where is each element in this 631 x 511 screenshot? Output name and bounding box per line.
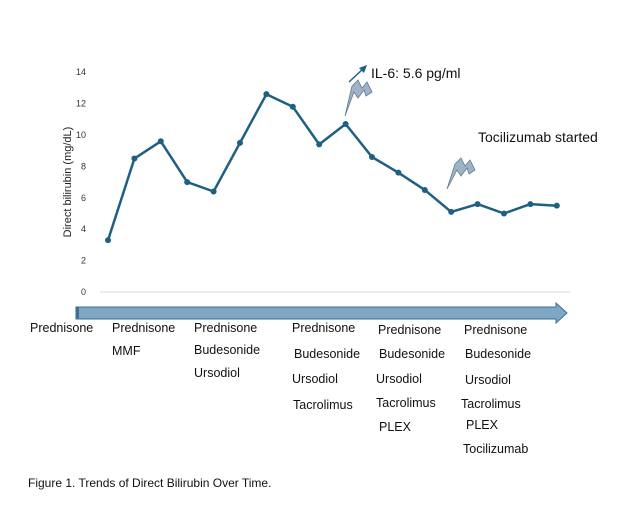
y-tick-label: 4 <box>81 224 86 234</box>
data-point <box>553 202 560 209</box>
y-tick-label: 14 <box>76 67 86 77</box>
lightning-bolt-icon <box>344 79 373 117</box>
data-point <box>184 179 191 186</box>
medication-label: PLEX <box>466 418 498 432</box>
y-tick-label: 12 <box>76 99 86 109</box>
medication-label: Budesonide <box>379 347 446 361</box>
annotation-il6: IL-6: 5.6 pg/ml <box>344 65 461 117</box>
medication-label: Budesonide <box>294 347 361 361</box>
y-tick-label: 10 <box>76 130 86 140</box>
medication-label: Ursodiol <box>376 372 422 386</box>
data-point <box>131 155 138 162</box>
medication-label: Tacrolimus <box>376 396 436 410</box>
medication-label: Ursodiol <box>292 372 338 386</box>
y-axis-label: Direct bilirubin (mg/dL) <box>62 127 74 238</box>
data-point <box>157 138 164 145</box>
data-point <box>421 186 428 193</box>
medication-label: PLEX <box>379 420 411 434</box>
tocilizumab-annotation-text: Tocilizumab started <box>478 129 598 145</box>
medication-label: Budesonide <box>465 347 532 361</box>
data-point <box>395 169 402 176</box>
medication-label: Ursodiol <box>465 373 511 387</box>
y-tick-label: 0 <box>81 287 86 297</box>
medication-label: Prednisone <box>378 323 442 337</box>
data-point <box>527 201 534 208</box>
medication-label: Prednisone <box>464 323 528 337</box>
data-point <box>237 139 243 146</box>
data-point <box>448 208 455 215</box>
y-tick-label: 6 <box>81 193 86 203</box>
data-point <box>501 210 507 217</box>
medication-label: Prednisone <box>30 321 94 335</box>
timeline-arrow <box>75 301 568 325</box>
medication-label: Prednisone <box>292 321 356 335</box>
data-point <box>210 188 217 195</box>
data-point <box>263 91 270 98</box>
series-line <box>106 92 557 241</box>
data-point <box>342 121 349 128</box>
medication-label: MMF <box>112 344 141 358</box>
data-point <box>289 103 296 110</box>
medication-label: Prednisone <box>194 321 258 335</box>
timeline-start-cap <box>76 307 79 319</box>
figure-caption: Figure 1. Trends of Direct Bilirubin Ove… <box>28 476 272 490</box>
medication-label: Tacrolimus <box>461 397 521 411</box>
il6-annotation-text: IL-6: 5.6 pg/ml <box>371 65 461 81</box>
lightning-bolt-icon <box>446 157 476 190</box>
y-tick-label: 2 <box>81 256 86 266</box>
data-point <box>369 153 375 160</box>
medication-label: Tocilizumab <box>463 442 529 456</box>
bilirubin-series <box>105 91 560 244</box>
arrowhead-icon <box>359 65 367 73</box>
data-point <box>474 201 481 208</box>
data-point <box>316 141 323 148</box>
medication-label: Ursodiol <box>194 366 240 380</box>
medication-label: Prednisone <box>112 321 176 335</box>
data-point <box>105 237 111 244</box>
medication-label: Tacrolimus <box>293 398 353 412</box>
annotation-tocilizumab: Tocilizumab started <box>446 129 598 190</box>
medication-label: Budesonide <box>194 343 261 357</box>
y-axis-ticks: 0 2 4 6 8 10 12 14 <box>76 67 86 297</box>
y-tick-label: 8 <box>81 161 86 171</box>
